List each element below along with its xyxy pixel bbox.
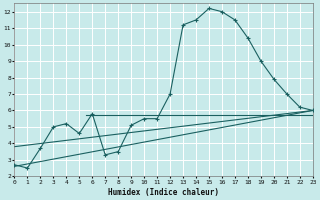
X-axis label: Humidex (Indice chaleur): Humidex (Indice chaleur) [108,188,219,197]
